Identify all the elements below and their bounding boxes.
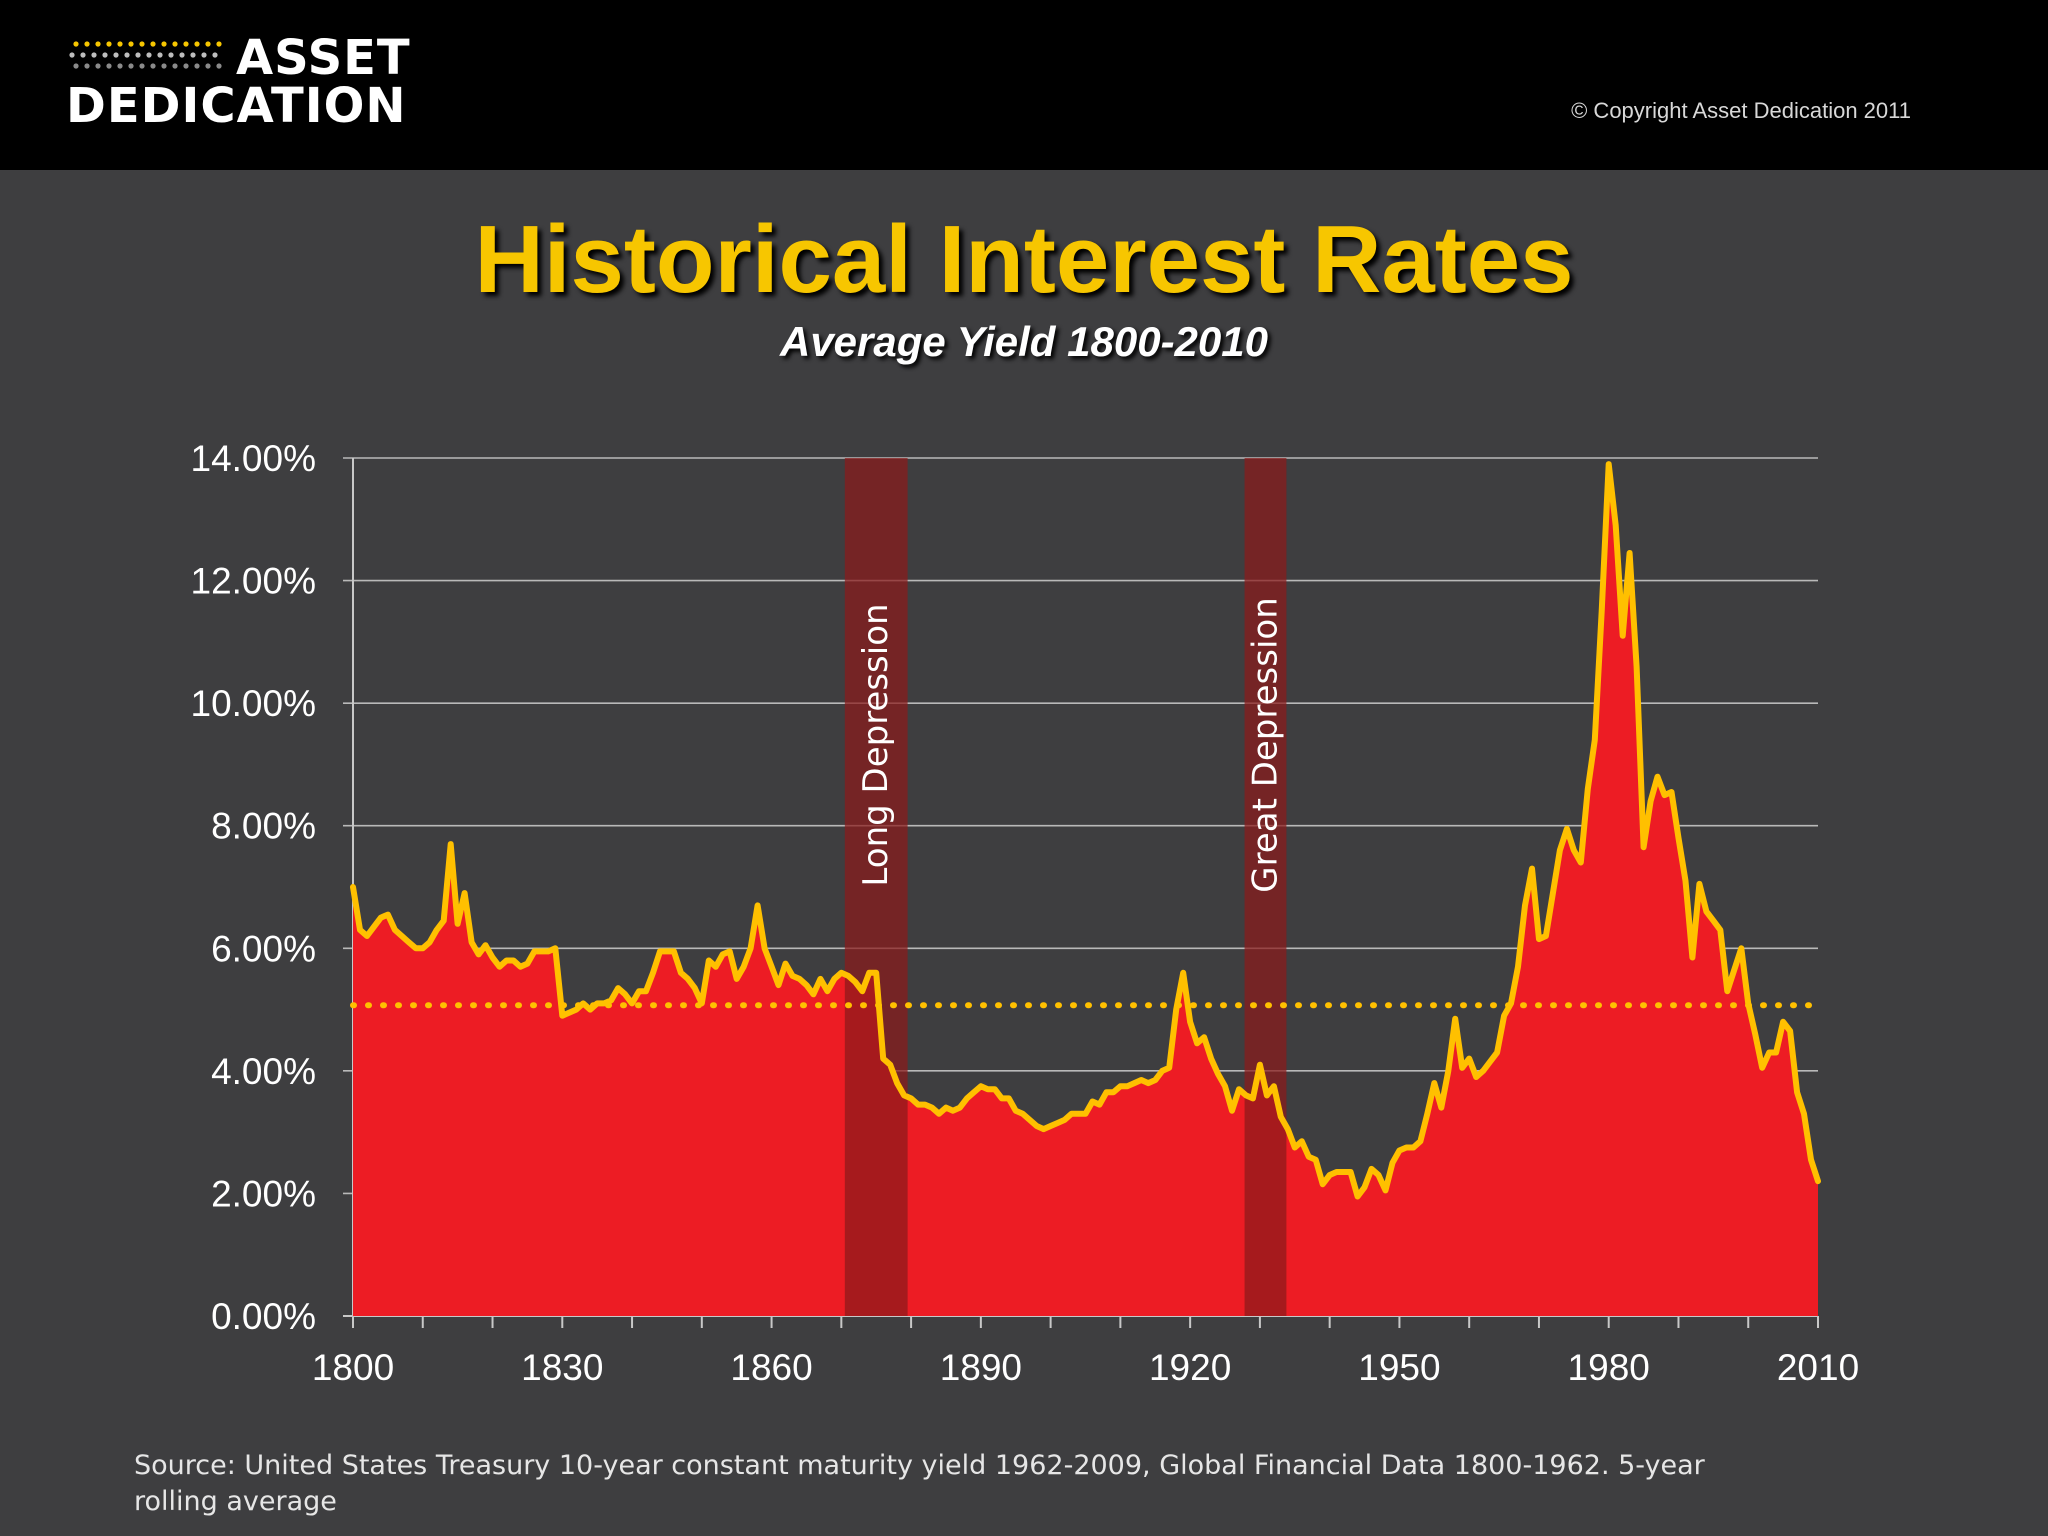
- x-tick-label: 1860: [730, 1347, 812, 1388]
- asset-dedication-logo: ASSET DEDICATION: [66, 30, 426, 135]
- chart-subtitle: Average Yield 1800-2010: [779, 318, 1268, 365]
- depression-band: [1244, 458, 1287, 1316]
- copyright-text: © Copyright Asset Dedication 2011: [1571, 98, 1911, 123]
- y-tick-label: 10.00%: [191, 683, 317, 724]
- y-tick-labels: 0.00% 2.00% 4.00% 6.00% 8.00% 10.00% 12.00% 14.…: [191, 438, 317, 1337]
- area-fill: [353, 464, 1818, 1317]
- area-series: [353, 464, 1818, 1317]
- yield-line: [350, 461, 1821, 1200]
- chart-title: Historical Interest Rates: [474, 206, 1574, 313]
- source-line-1: Source: United States Treasury 10-year c…: [134, 1450, 1705, 1481]
- line-series: [350, 461, 1821, 1200]
- band-label: Long Depression: [856, 603, 896, 886]
- x-tick-label: 2010: [1777, 1347, 1859, 1388]
- y-tick-label: 6.00%: [211, 928, 316, 969]
- source-note: Source: United States Treasury 10-year c…: [134, 1448, 1914, 1520]
- y-tick-label: 0.00%: [211, 1296, 316, 1337]
- y-tick-label: 14.00%: [191, 438, 317, 479]
- y-tick-label: 4.00%: [211, 1051, 316, 1092]
- logo-text-asset: ASSET: [236, 30, 411, 86]
- header-bar: ASSET DEDICATION © Copyright Asset Dedic…: [0, 0, 2048, 170]
- x-tick-label: 1890: [940, 1347, 1022, 1388]
- y-tick-label: 2.00%: [211, 1173, 316, 1214]
- band-label: Great Depression: [1245, 597, 1285, 893]
- x-tick-label: 1830: [521, 1347, 603, 1388]
- x-tick-labels: 1800 1830 1860 1890 1920 1950 1980 2010: [312, 1347, 1859, 1388]
- depression-bands: Long Depression Great Depression: [844, 458, 1287, 1316]
- source-line-2: rolling average: [134, 1486, 337, 1517]
- x-tick-label: 1950: [1358, 1347, 1440, 1388]
- depression-band: [844, 458, 908, 1316]
- logo-text-dedication: DEDICATION: [66, 78, 407, 134]
- x-tick-label: 1920: [1149, 1347, 1231, 1388]
- y-tick-label: 8.00%: [211, 806, 316, 847]
- logo-dots-icon: [69, 41, 222, 69]
- y-tick-label: 12.00%: [191, 561, 317, 602]
- x-tick-label: 1980: [1568, 1347, 1650, 1388]
- x-tick-label: 1800: [312, 1347, 394, 1388]
